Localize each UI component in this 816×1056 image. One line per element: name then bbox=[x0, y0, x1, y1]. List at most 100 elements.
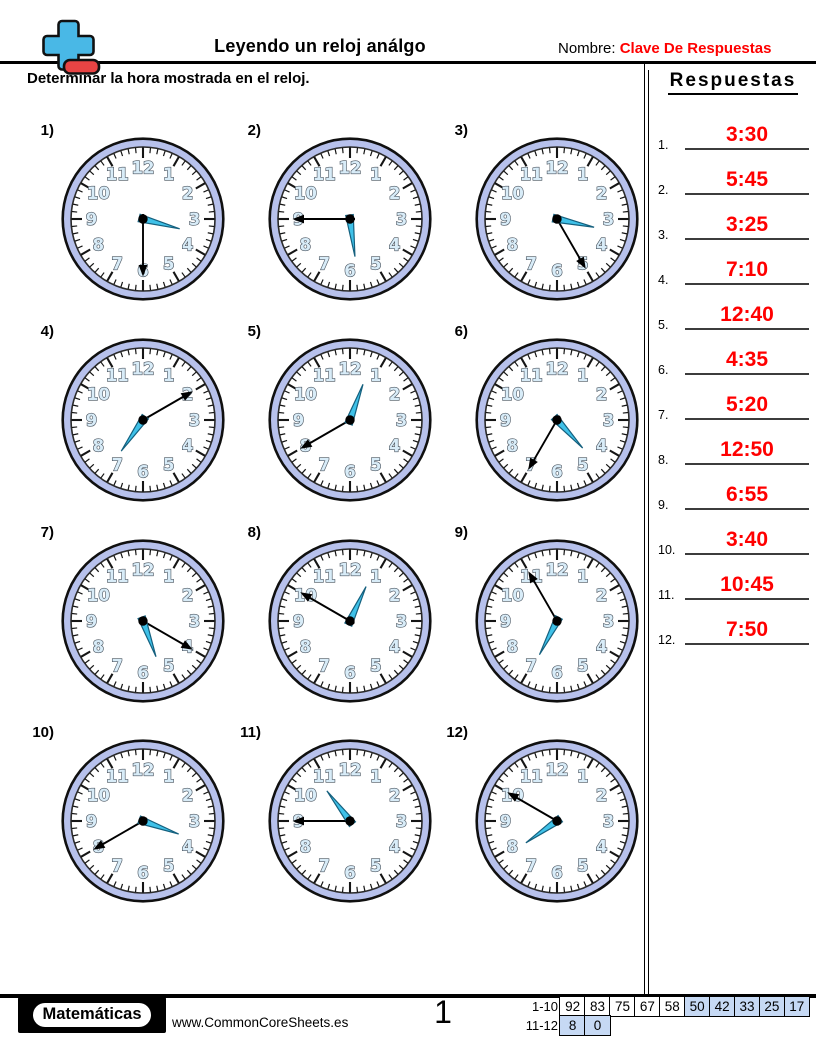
svg-text:3: 3 bbox=[603, 812, 614, 831]
svg-text:6: 6 bbox=[344, 863, 355, 882]
svg-text:2: 2 bbox=[182, 184, 193, 203]
svg-text:8: 8 bbox=[300, 236, 311, 255]
svg-text:10: 10 bbox=[294, 184, 317, 203]
problem-number: 12) bbox=[446, 724, 468, 741]
answer-row: 10. 3:40 bbox=[649, 515, 816, 560]
score-cell: 50 bbox=[683, 996, 711, 1017]
answer-value: 4:35 bbox=[725, 348, 769, 371]
svg-text:6: 6 bbox=[551, 261, 562, 280]
clock-center-dot bbox=[138, 616, 148, 626]
svg-text:5: 5 bbox=[370, 455, 381, 474]
svg-text:10: 10 bbox=[87, 586, 110, 605]
svg-text:5: 5 bbox=[577, 455, 588, 474]
answer-number: 1. bbox=[658, 138, 669, 152]
answer-row: 7. 5:20 bbox=[649, 380, 816, 425]
score-cell: 8 bbox=[559, 1015, 586, 1037]
analog-clock: 123456789101112 bbox=[475, 539, 639, 703]
svg-text:4: 4 bbox=[182, 437, 193, 456]
svg-text:3: 3 bbox=[396, 612, 407, 631]
svg-text:12: 12 bbox=[339, 359, 362, 378]
svg-text:9: 9 bbox=[500, 812, 511, 831]
svg-text:6: 6 bbox=[551, 663, 562, 682]
svg-text:2: 2 bbox=[389, 184, 400, 203]
analog-clock: 123456789101112 bbox=[268, 539, 432, 703]
answers-panel: Respuestas 1. 3:30 2. 5:45 3. 3:25 4. 7:10 5. 12:… bbox=[644, 61, 816, 1004]
name-label: Nombre: bbox=[558, 40, 616, 57]
clock-center-dot bbox=[552, 415, 562, 425]
answer-line bbox=[685, 193, 809, 195]
answer-row: 1. 3:30 bbox=[649, 110, 816, 155]
answer-line bbox=[685, 148, 809, 150]
svg-text:8: 8 bbox=[93, 236, 104, 255]
svg-text:3: 3 bbox=[189, 210, 200, 229]
svg-text:9: 9 bbox=[500, 210, 511, 229]
svg-text:7: 7 bbox=[112, 856, 123, 875]
svg-text:11: 11 bbox=[520, 767, 543, 786]
clock-center-dot bbox=[138, 415, 148, 425]
svg-text:4: 4 bbox=[182, 838, 193, 857]
analog-clock: 123456789101112 bbox=[61, 137, 225, 301]
score-row-label: 1-10 bbox=[531, 999, 558, 1014]
svg-text:9: 9 bbox=[293, 411, 304, 430]
svg-text:12: 12 bbox=[546, 359, 569, 378]
svg-text:9: 9 bbox=[500, 612, 511, 631]
answer-number: 3. bbox=[658, 228, 669, 242]
svg-text:4: 4 bbox=[389, 236, 400, 255]
svg-text:5: 5 bbox=[370, 856, 381, 875]
svg-text:6: 6 bbox=[137, 663, 148, 682]
svg-text:4: 4 bbox=[596, 838, 607, 857]
score-cell: 42 bbox=[708, 996, 736, 1017]
svg-text:7: 7 bbox=[319, 656, 330, 675]
svg-text:5: 5 bbox=[370, 254, 381, 273]
svg-text:10: 10 bbox=[87, 184, 110, 203]
svg-text:8: 8 bbox=[507, 838, 518, 857]
answers-title-wrap: Respuestas bbox=[649, 70, 816, 95]
problem-number: 4) bbox=[40, 323, 54, 340]
svg-text:6: 6 bbox=[344, 462, 355, 481]
problem-number: 1) bbox=[40, 122, 54, 139]
svg-text:6: 6 bbox=[137, 462, 148, 481]
answer-value: 7:10 bbox=[725, 258, 769, 281]
svg-text:6: 6 bbox=[137, 863, 148, 882]
score-cell: 17 bbox=[783, 996, 811, 1017]
answer-value: 3:30 bbox=[725, 123, 769, 146]
problem-number: 8) bbox=[247, 524, 261, 541]
svg-text:11: 11 bbox=[106, 366, 129, 385]
svg-text:12: 12 bbox=[132, 560, 155, 579]
problem-number: 3) bbox=[454, 122, 468, 139]
score-cell: 0 bbox=[584, 1015, 611, 1037]
svg-text:4: 4 bbox=[389, 437, 400, 456]
svg-text:12: 12 bbox=[546, 158, 569, 177]
svg-text:3: 3 bbox=[189, 411, 200, 430]
answer-line bbox=[685, 373, 809, 375]
answer-line bbox=[685, 328, 809, 330]
svg-text:10: 10 bbox=[294, 786, 317, 805]
analog-clock: 123456789101112 bbox=[268, 137, 432, 301]
answers-panel-inner: Respuestas 1. 3:30 2. 5:45 3. 3:25 4. 7:10 5. 12:… bbox=[648, 70, 816, 1004]
svg-text:9: 9 bbox=[86, 612, 97, 631]
svg-text:1: 1 bbox=[370, 567, 381, 586]
svg-text:2: 2 bbox=[389, 786, 400, 805]
svg-text:6: 6 bbox=[551, 863, 562, 882]
svg-text:7: 7 bbox=[319, 455, 330, 474]
answer-line bbox=[685, 598, 809, 600]
svg-text:10: 10 bbox=[501, 385, 524, 404]
answer-row: 11. 10:45 bbox=[649, 560, 816, 605]
svg-text:2: 2 bbox=[596, 586, 607, 605]
answer-row: 3. 3:25 bbox=[649, 200, 816, 245]
svg-text:1: 1 bbox=[163, 767, 174, 786]
clock-center-dot bbox=[345, 415, 355, 425]
svg-text:6: 6 bbox=[344, 261, 355, 280]
analog-clock: 123456789101112 bbox=[475, 739, 639, 903]
svg-text:1: 1 bbox=[370, 165, 381, 184]
score-row-label: 11-12 bbox=[525, 1018, 558, 1034]
analog-clock: 123456789101112 bbox=[61, 338, 225, 502]
answer-value: 5:20 bbox=[725, 393, 769, 416]
svg-text:3: 3 bbox=[396, 812, 407, 831]
answer-number: 6. bbox=[658, 363, 669, 377]
svg-text:3: 3 bbox=[396, 411, 407, 430]
analog-clock: 123456789101112 bbox=[475, 338, 639, 502]
svg-text:12: 12 bbox=[339, 760, 362, 779]
svg-text:9: 9 bbox=[500, 411, 511, 430]
svg-text:3: 3 bbox=[189, 812, 200, 831]
